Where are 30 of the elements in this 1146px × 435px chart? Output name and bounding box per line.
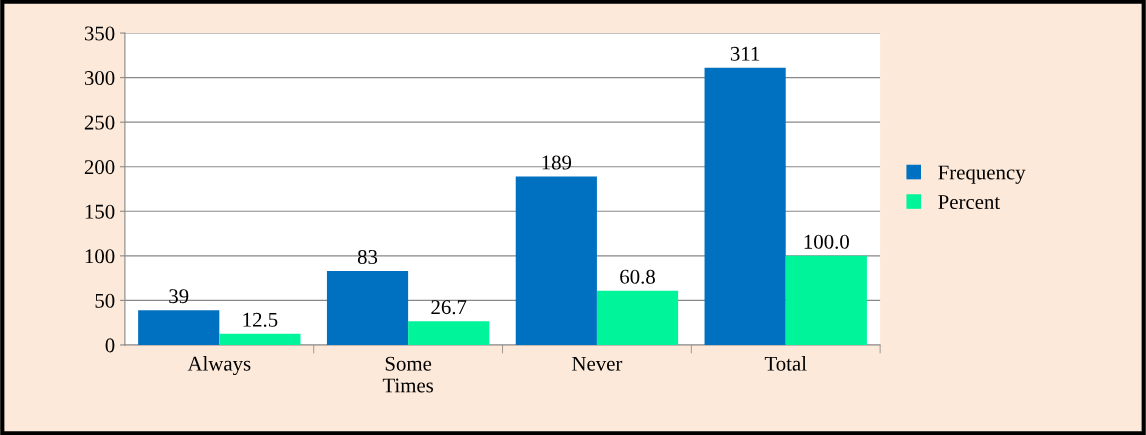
x-tick-label: Total (764, 356, 807, 371)
y-tick-label: 50 (95, 293, 115, 308)
legend-label: Frequency (938, 165, 1026, 184)
y-tick-label: 350 (84, 26, 115, 41)
y-tick-label: 150 (85, 204, 115, 219)
bar (785, 255, 867, 345)
data-label: 60.8 (620, 269, 655, 284)
x-tick-label: Some Times (382, 356, 434, 393)
y-tick-label: 300 (84, 70, 115, 86)
data-label: 26.7 (431, 300, 467, 315)
bar (515, 176, 597, 345)
data-label: 12.5 (243, 312, 278, 327)
data-label: 100.0 (804, 234, 849, 249)
bar (408, 321, 490, 345)
data-label: 39 (169, 289, 189, 304)
bar (596, 290, 679, 345)
y-tick-label: 0 (105, 338, 115, 353)
bar (326, 270, 409, 345)
y-tick-label: 100 (85, 249, 115, 264)
legend-label: Percent (938, 195, 1001, 210)
data-label: 189 (542, 155, 572, 170)
bar (219, 333, 301, 345)
y-tick-label: 250 (84, 115, 115, 130)
bar (138, 310, 220, 345)
y-tick-label: 200 (84, 160, 115, 175)
data-label: 83 (357, 249, 378, 264)
x-tick-label: Never (572, 356, 623, 371)
data-label: 311 (730, 46, 760, 61)
bar (704, 67, 786, 345)
x-tick-label: Always (187, 356, 251, 376)
